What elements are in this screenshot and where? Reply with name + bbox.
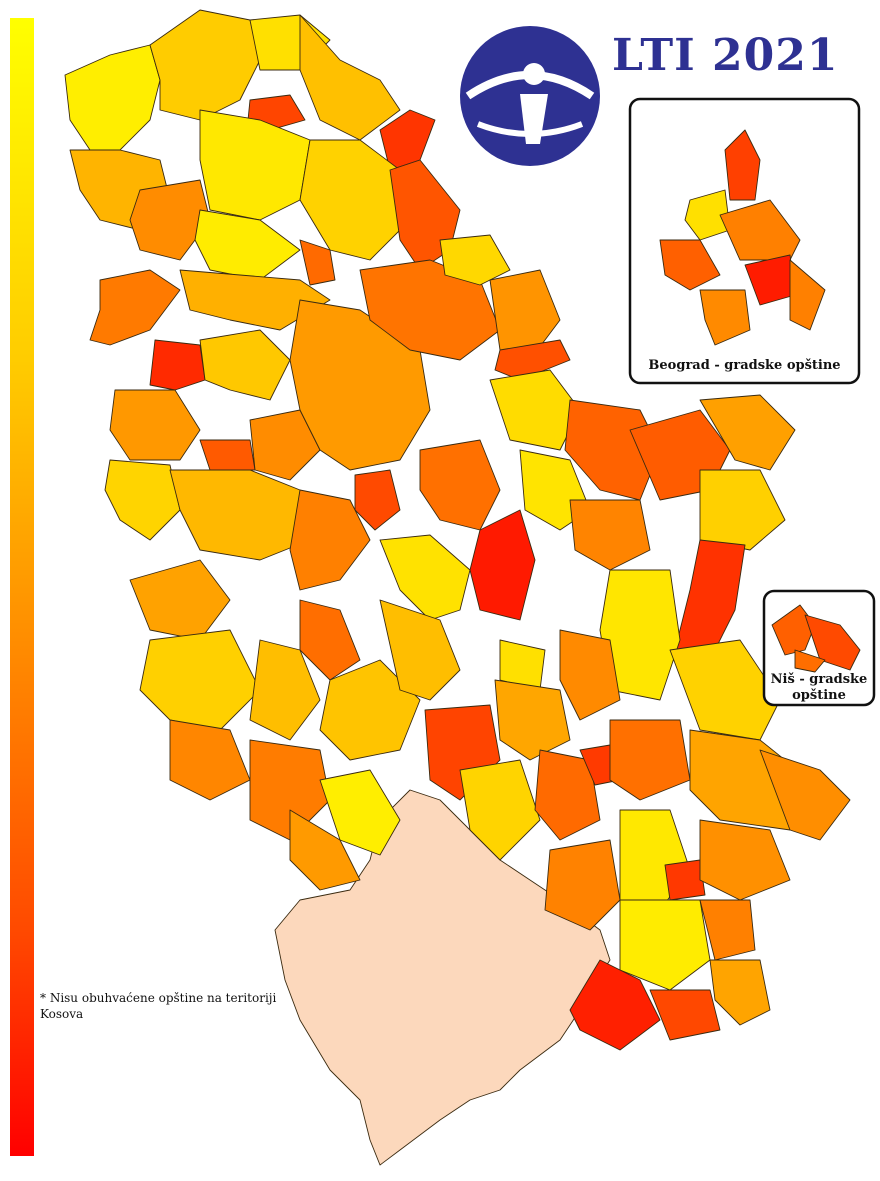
region-east-1 <box>359 259 501 361</box>
region-east-9 <box>699 469 786 551</box>
region-central-2 <box>169 469 311 561</box>
region-east-13 <box>669 639 781 741</box>
inset-belgrade-label: Beograd - gradske opštine <box>648 358 841 373</box>
inset-belgrade-yellow <box>684 189 731 241</box>
region-west-1 <box>89 269 181 346</box>
map-title: LTI 2021 <box>612 30 839 81</box>
region-kosovo-excluded <box>274 789 611 1166</box>
inset-nis-1 <box>771 604 816 656</box>
region-central-red2 <box>469 509 536 621</box>
color-scale-bar <box>10 18 34 1156</box>
region-west-red <box>149 339 206 391</box>
transparency-international-logo <box>460 26 600 166</box>
region-sw-8 <box>289 809 361 891</box>
inset-nis-label-line1: Niš - gradske <box>770 672 868 687</box>
region-vojvodina-n1 <box>149 9 261 121</box>
region-central-5 <box>419 439 501 531</box>
region-central-red <box>354 469 401 531</box>
region-vojvodina-c1 <box>129 179 211 261</box>
region-se-5 <box>699 899 756 961</box>
region-sw-6 <box>249 739 331 841</box>
inset-nis-label-line2: opštine <box>792 688 846 703</box>
region-sc-3 <box>494 679 571 761</box>
region-sw-5 <box>169 719 251 801</box>
inset-belgrade-c <box>719 199 801 261</box>
inset-belgrade-n <box>724 129 761 201</box>
region-east-3 <box>489 269 561 361</box>
region-vojvodina-nw <box>64 44 161 151</box>
region-west-3 <box>199 329 291 401</box>
region-sw-9 <box>319 659 421 761</box>
region-se-2 <box>544 839 621 931</box>
region-sw-1 <box>129 559 231 641</box>
region-sc-7 <box>609 719 691 801</box>
region-sw-7 <box>319 769 401 856</box>
inset-nis-3 <box>794 649 826 673</box>
region-vojvodina-c2 <box>199 109 311 221</box>
region-west-5 <box>199 439 256 471</box>
region-sc-4 <box>559 629 621 721</box>
inset-belgrade-s <box>699 289 751 346</box>
region-se-3 <box>699 819 791 901</box>
region-sw-3 <box>299 599 361 681</box>
region-se-7 <box>649 989 721 1041</box>
region-west-4 <box>109 389 201 461</box>
region-sc-1 <box>379 599 461 701</box>
region-east-2 <box>439 234 511 286</box>
region-se-4 <box>619 899 711 991</box>
region-vojvodina-n3 <box>299 14 401 141</box>
region-west-7 <box>249 409 321 481</box>
region-sw-2 <box>139 629 261 731</box>
region-vojvodina-s1 <box>194 209 301 281</box>
region-sc-6 <box>534 749 601 841</box>
region-vojvodina-s2 <box>299 239 336 286</box>
region-east-11 <box>569 499 651 571</box>
footnote-excluded-kosovo: * Nisu obuhvaćene opštine na teritoriji … <box>40 991 277 1021</box>
region-central-3 <box>289 489 371 591</box>
region-east-8 <box>699 394 796 471</box>
region-west-6 <box>104 459 181 541</box>
region-vojvodina-c3 <box>299 139 411 261</box>
inset-nis-2 <box>804 614 861 671</box>
region-central-4 <box>379 534 471 621</box>
inset-belgrade-w <box>659 239 721 291</box>
region-sc-5 <box>459 759 541 861</box>
region-sc-9 <box>759 749 851 841</box>
region-sw-4 <box>249 639 321 741</box>
region-east-4 <box>494 339 571 381</box>
region-se-red2 <box>569 959 661 1051</box>
region-east-12 <box>599 569 681 701</box>
inset-belgrade-se <box>789 259 826 331</box>
region-se-red <box>664 859 706 901</box>
region-se-6 <box>709 959 771 1026</box>
